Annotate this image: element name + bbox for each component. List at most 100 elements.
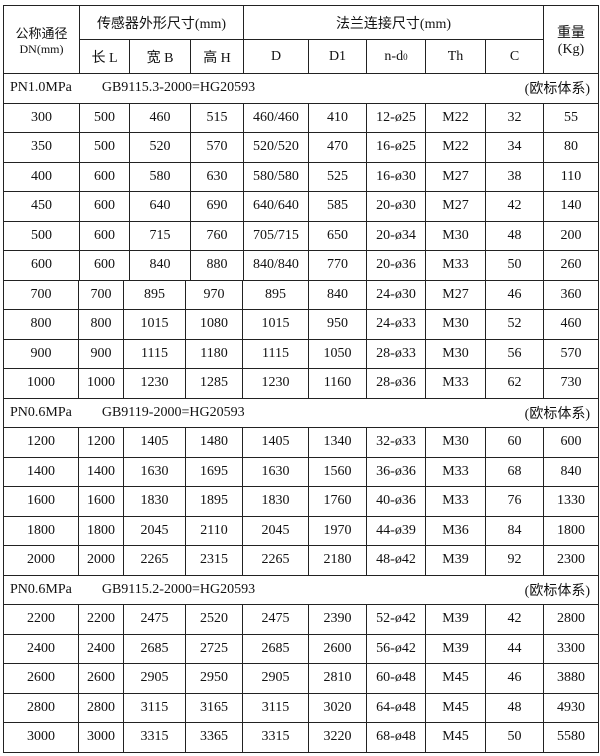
system-label: (欧标体系): [524, 583, 590, 599]
table-cell: 60: [486, 428, 544, 458]
flange-dim-header: 法兰连接尺寸(mm): [244, 6, 544, 40]
table-cell: 84: [486, 516, 544, 546]
table-cell: 1340: [309, 428, 367, 458]
table-cell: 1400: [79, 457, 124, 487]
table-cell: 570: [544, 339, 599, 369]
table-cell: 2265: [124, 546, 186, 576]
table-cell: 260: [544, 251, 599, 281]
table-cell: 42: [486, 192, 544, 222]
table-cell: 20-ø30: [367, 192, 426, 222]
table-cell: 1230: [124, 369, 186, 399]
table-cell: 12-ø25: [367, 103, 426, 133]
nd-sub: 0: [403, 51, 408, 62]
table-cell: 2000: [4, 546, 79, 576]
system-label: (欧标体系): [524, 82, 590, 98]
table-cell: 2600: [4, 664, 79, 694]
table-cell: 1330: [544, 487, 599, 517]
table-cell: 62: [486, 369, 544, 399]
table-cell: 895: [124, 280, 186, 310]
col-th: Th: [426, 40, 486, 74]
table-cell: M33: [426, 457, 486, 487]
table-cell: 1230: [243, 369, 309, 399]
table-cell: 2685: [243, 634, 309, 664]
table-cell: 32: [486, 103, 544, 133]
table-cell: 2905: [243, 664, 309, 694]
table-cell: 36-ø36: [367, 457, 426, 487]
table-cell: 970: [186, 280, 243, 310]
table-cell: M27: [426, 280, 486, 310]
table-cell: 110: [544, 162, 599, 192]
table-cell: 690: [191, 192, 244, 222]
table-cell: 3115: [124, 693, 186, 723]
table-cell: 2905: [124, 664, 186, 694]
table-cell: 32-ø33: [367, 428, 426, 458]
table-cell: 1600: [79, 487, 124, 517]
pressure-label: PN0.6MPa: [10, 404, 72, 420]
table-row: 1200 1200 1405 1480 1405 1340 32-ø33 M30 60 600: [4, 428, 599, 458]
section-header: PN0.6MPa GB9115.2-2000=HG20593 (欧标体系): [4, 575, 599, 605]
table-cell: 600: [80, 162, 130, 192]
table-cell: 840: [130, 251, 191, 281]
table-cell: 76: [486, 487, 544, 517]
table-cell: 92: [486, 546, 544, 576]
table-cell: 770: [309, 251, 367, 281]
table-cell: 2045: [124, 516, 186, 546]
table-cell: 3000: [79, 723, 124, 753]
table-row: 2000 2000 2265 2315 2265 2180 48-ø42 M39 92 2300: [4, 546, 599, 576]
table-cell: 3315: [243, 723, 309, 753]
table-cell: 640: [130, 192, 191, 222]
table-cell: M33: [426, 487, 486, 517]
table-cell: 3315: [124, 723, 186, 753]
table-row: 2600 2600 2905 2950 2905 2810 60-ø48 M45 46 3880: [4, 664, 599, 694]
dn-unit: DN(mm): [19, 41, 64, 56]
table-cell: 2200: [79, 605, 124, 635]
table-cell: 1285: [186, 369, 243, 399]
table-cell: 4930: [544, 693, 599, 723]
table-cell: 3020: [309, 693, 367, 723]
table-cell: 3220: [309, 723, 367, 753]
table-cell: M27: [426, 192, 486, 222]
table-cell: 460/460: [244, 103, 309, 133]
table-cell: 20-ø34: [367, 221, 426, 251]
table-cell: 950: [309, 310, 367, 340]
table-cell: 2180: [309, 546, 367, 576]
table-cell: 1115: [124, 339, 186, 369]
table-cell: 3300: [544, 634, 599, 664]
table-cell: 1015: [243, 310, 309, 340]
table-cell: 24-ø30: [367, 280, 426, 310]
pressure-label: PN0.6MPa: [10, 581, 72, 597]
table-cell: 68: [486, 457, 544, 487]
table-cell: 2400: [79, 634, 124, 664]
table-cell: 48: [486, 693, 544, 723]
table-row: 450 600 640 690 640/640 585 20-ø30 M27 42 140: [4, 192, 599, 222]
col-d1: D1: [309, 40, 367, 74]
table-cell: 1830: [243, 487, 309, 517]
table-cell: 2800: [79, 693, 124, 723]
section-header: PN1.0MPa GB9115.3-2000=HG20593 (欧标体系): [4, 74, 599, 104]
col-height: 高 H: [191, 40, 244, 74]
col-d: D: [244, 40, 309, 74]
table-cell: 1405: [124, 428, 186, 458]
table-cell: 895: [243, 280, 309, 310]
table-cell: 500: [4, 221, 80, 251]
table-cell: 600: [80, 251, 130, 281]
table-cell: 2800: [4, 693, 79, 723]
table-row: 350 500 520 570 520/520 470 16-ø25 M22 34 80: [4, 133, 599, 163]
table-cell: 2265: [243, 546, 309, 576]
table-cell: M36: [426, 516, 486, 546]
table-cell: M39: [426, 634, 486, 664]
table-cell: 60-ø48: [367, 664, 426, 694]
table-row: 800 800 1015 1080 1015 950 24-ø33 M30 52 460: [4, 310, 599, 340]
table-cell: 2390: [309, 605, 367, 635]
standard-label: GB9119-2000=HG20593: [101, 404, 245, 420]
table-cell: 300: [4, 103, 80, 133]
table-cell: 16-ø25: [367, 133, 426, 163]
table-cell: 2000: [79, 546, 124, 576]
nd-label: n-d: [384, 48, 404, 64]
table-cell: 525: [309, 162, 367, 192]
dimension-table: 公称通径 DN(mm) 传感器外形尺寸(mm) 法兰连接尺寸(mm) 重量 (Kg)…: [3, 5, 599, 753]
table-cell: 2600: [309, 634, 367, 664]
table-cell: 880: [191, 251, 244, 281]
table-cell: 460: [130, 103, 191, 133]
table-cell: 20-ø36: [367, 251, 426, 281]
